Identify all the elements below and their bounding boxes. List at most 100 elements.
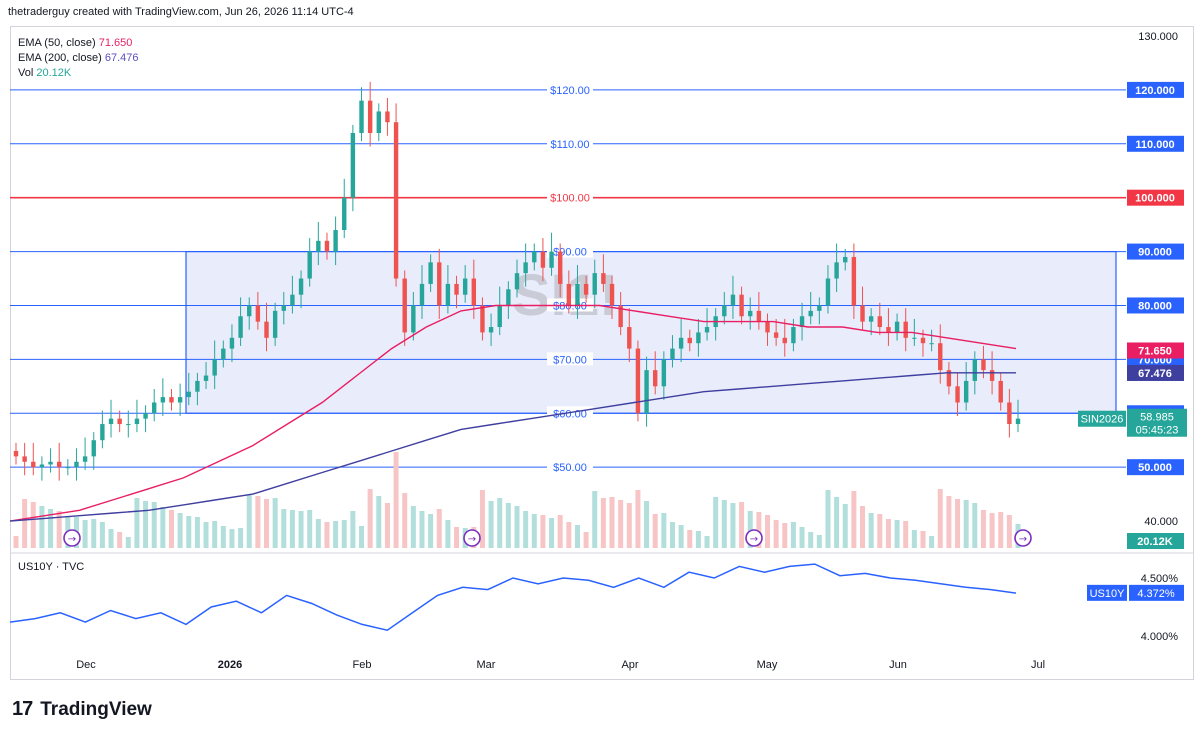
volume-bar — [980, 510, 986, 548]
price-tick: 130.000 — [1138, 31, 1178, 43]
ema50-legend[interactable]: EMA (50, close) 71.650 — [18, 36, 138, 51]
volume-bar — [929, 536, 935, 548]
volume-bar — [765, 515, 770, 548]
volume-bar — [168, 510, 174, 548]
volume-bar — [842, 504, 848, 548]
candle-body — [437, 262, 442, 306]
volume-bar — [376, 496, 382, 548]
volume-bar — [937, 489, 943, 548]
candle-body — [644, 370, 649, 414]
time-tick: Mar — [477, 659, 496, 671]
last-price-bg — [1127, 408, 1187, 437]
candle-body — [817, 305, 822, 311]
ema200-line — [9, 372, 1016, 522]
candle-body — [912, 337, 917, 339]
volume-bar — [212, 521, 218, 548]
candle-body — [799, 316, 805, 328]
candle-body — [471, 278, 477, 306]
price-tag-100: 100.000 — [1135, 193, 1175, 205]
volume-bar — [315, 519, 321, 548]
volume-bar — [661, 513, 667, 548]
vol-legend[interactable]: Vol 20.12K — [18, 66, 138, 81]
candle-body — [247, 305, 252, 317]
volume-bar — [307, 510, 313, 548]
candle-body — [13, 450, 19, 457]
volume-bar — [704, 536, 710, 548]
volume-bar — [125, 537, 131, 548]
candle-body — [773, 332, 779, 338]
hline-label-100: $100.00 — [550, 193, 590, 205]
candle-body — [765, 321, 770, 333]
event-marker-icon — [745, 529, 763, 547]
volume-bar — [868, 513, 874, 548]
volume-bar — [272, 498, 278, 548]
volume-bar — [505, 503, 511, 548]
volume-bar — [592, 491, 598, 548]
volume-bar — [264, 499, 269, 548]
candle-body — [920, 337, 926, 344]
time-tick: Jun — [889, 659, 907, 671]
candle-body — [575, 283, 580, 306]
candle-body — [877, 316, 882, 328]
us10y-legend[interactable]: US10Y · TVC — [18, 561, 85, 573]
symbol-tag-bg — [1078, 410, 1126, 427]
volume-bar — [540, 515, 546, 548]
vol-value: 20.12K — [36, 67, 72, 79]
volume-bar — [350, 511, 356, 548]
candle-body — [108, 418, 114, 425]
candle-body — [298, 278, 304, 295]
vol-tag-bg — [1127, 533, 1184, 549]
candle-body — [316, 240, 321, 252]
candle-body — [56, 461, 62, 468]
candle-body — [955, 386, 960, 403]
volume-bar — [203, 522, 209, 548]
candle-body — [74, 461, 79, 468]
price-tag-80-bg — [1127, 297, 1184, 314]
volume-bar — [143, 501, 149, 548]
candle-body — [480, 305, 485, 333]
volume-bar — [117, 532, 123, 548]
event-arrow-icon: → — [750, 534, 758, 545]
volume-bar — [894, 520, 900, 548]
countdown: 05:45:23 — [1136, 425, 1179, 437]
hline-label-70: $70.00 — [553, 354, 587, 366]
volume-bar — [238, 528, 244, 548]
volume-bar — [687, 530, 693, 548]
candle-body — [739, 294, 744, 317]
time-tick: May — [757, 659, 778, 671]
candle-body — [186, 391, 191, 398]
volume-bar — [903, 521, 909, 548]
volume-bar — [549, 518, 555, 548]
volume-bar — [402, 493, 408, 548]
volume-bar — [108, 529, 114, 548]
volume-bar — [367, 489, 373, 548]
ema200-legend[interactable]: EMA (200, close) 67.476 — [18, 51, 138, 66]
candle-body — [938, 343, 943, 371]
candle-body — [350, 133, 356, 198]
volume-bar — [609, 497, 615, 548]
volume-bar — [454, 527, 460, 548]
range-box — [185, 250, 1117, 414]
candle-body — [748, 310, 753, 317]
time-tick: Dec — [76, 659, 96, 671]
ema200-tag-bg — [1127, 364, 1184, 381]
candle-body — [696, 332, 701, 344]
volume-bar — [298, 511, 304, 548]
price-tag-90-bg — [1127, 243, 1184, 260]
ema200-tag: 67.476 — [1138, 368, 1172, 380]
candle-body — [860, 305, 865, 322]
volume-bar — [834, 497, 840, 548]
volume-bar — [220, 526, 226, 548]
candle-body — [523, 262, 528, 274]
candle-body — [134, 418, 140, 425]
volume-bar — [799, 527, 805, 548]
candle-body — [342, 197, 347, 231]
candle-body — [272, 310, 278, 338]
candle-body — [825, 278, 831, 306]
volume-bar — [860, 506, 866, 548]
volume-bar — [384, 503, 390, 548]
volume-bar — [48, 509, 54, 548]
tradingview-logo-icon: 17 — [12, 698, 33, 720]
candle-body — [635, 348, 641, 414]
